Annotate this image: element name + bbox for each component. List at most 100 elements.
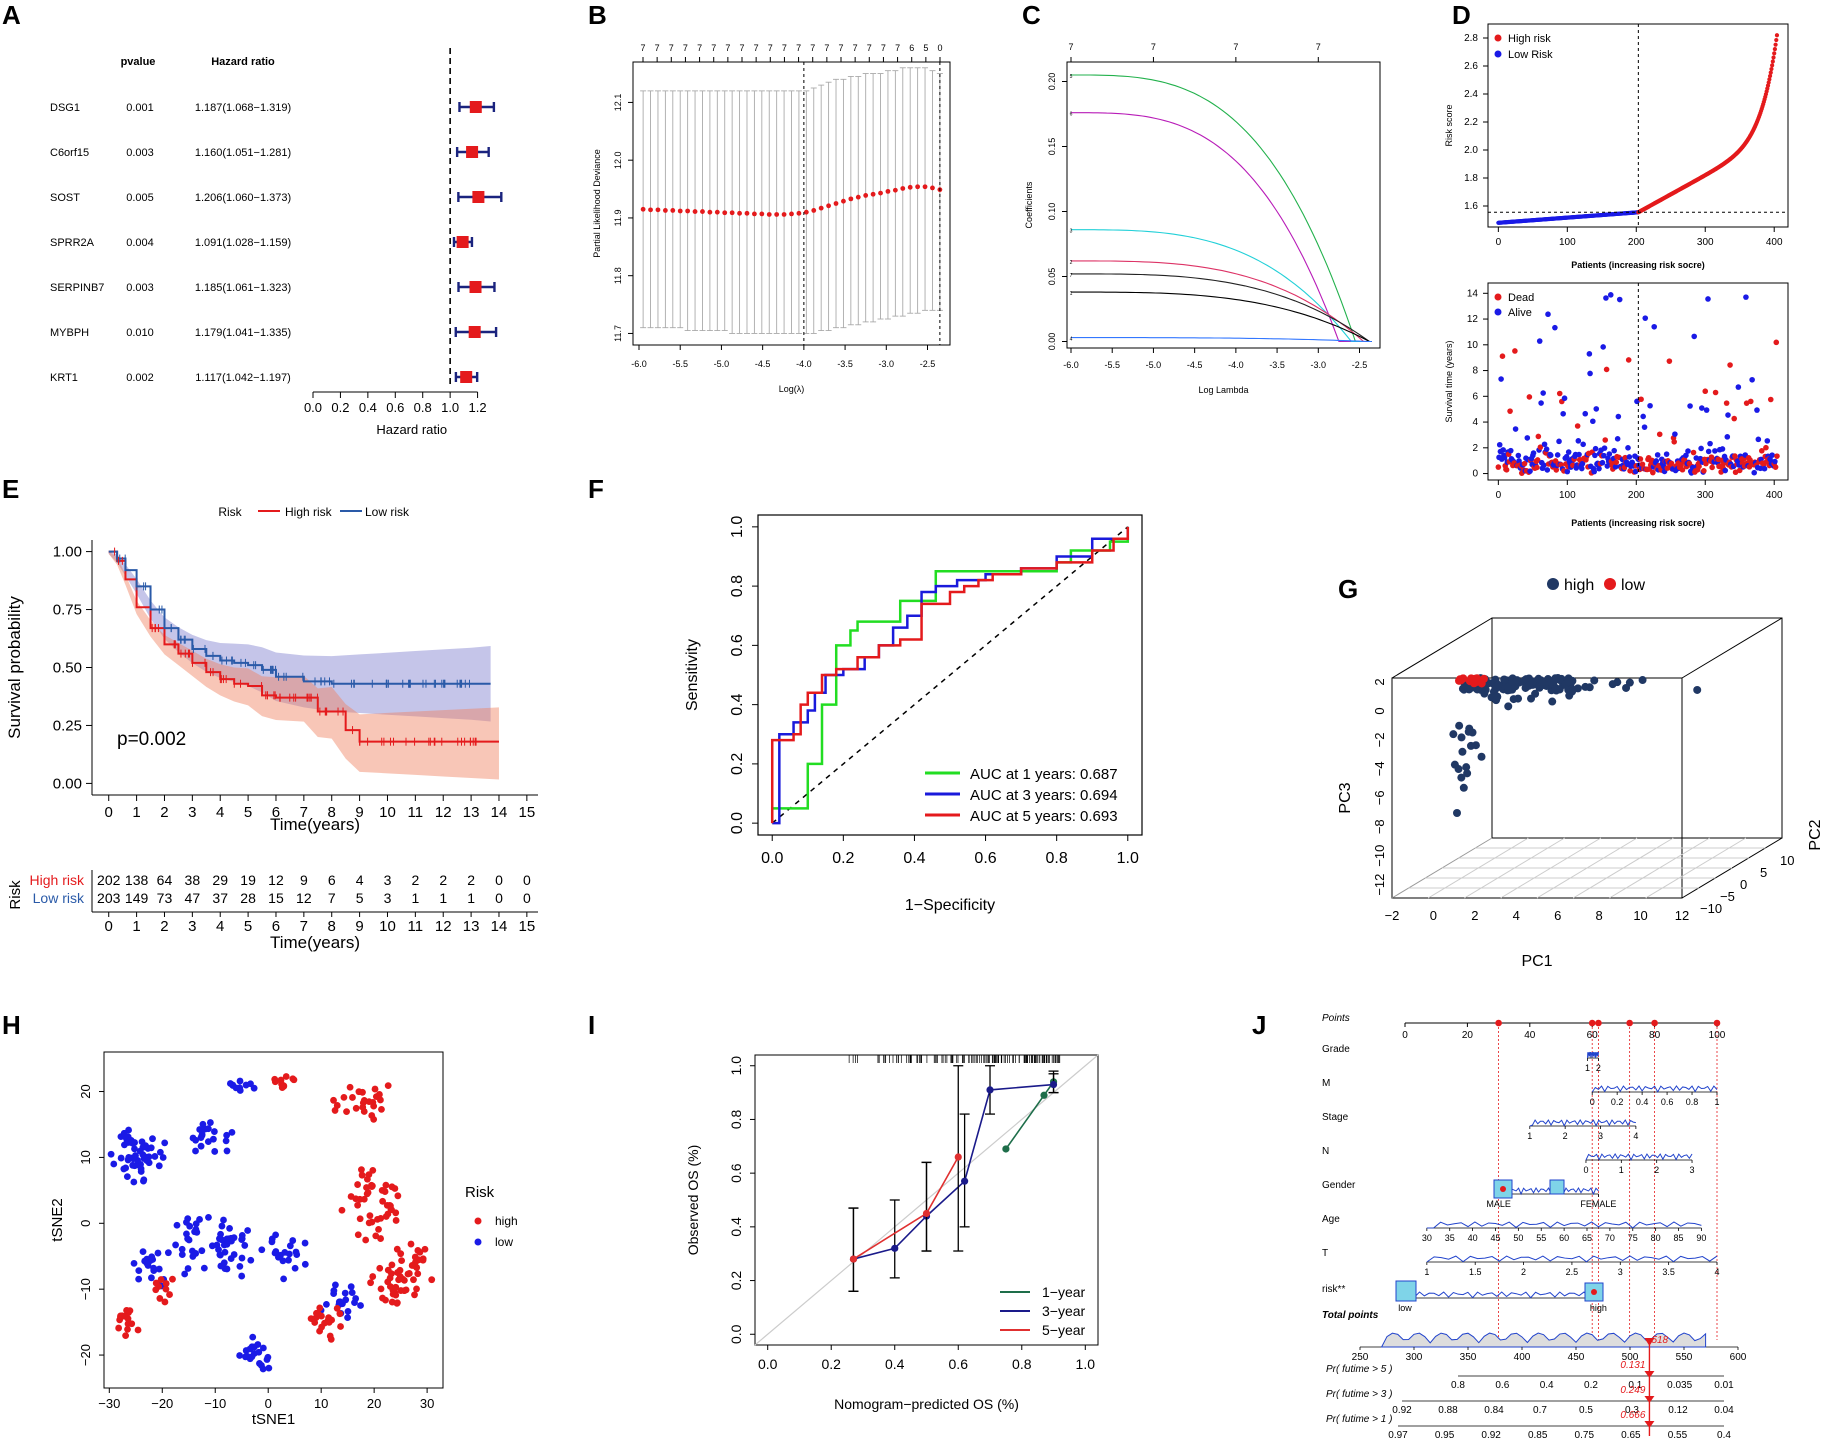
survival-y-tick-label: 10 xyxy=(1467,340,1479,351)
forest-hr-text: 1.179(1.041−1.335) xyxy=(195,327,291,339)
cv-top-tick-label: 7 xyxy=(853,43,858,53)
survival-point xyxy=(1553,467,1560,473)
pca-box-back xyxy=(1491,617,1783,839)
tsne-point-high xyxy=(376,1264,384,1272)
tsne-point-high xyxy=(346,1083,354,1091)
path-top-tick-label: 7 xyxy=(1316,42,1321,52)
nomo-row-tick-label: 0 xyxy=(1583,1165,1588,1175)
roc-legend-label: AUC at 1 years: 0.687 xyxy=(970,766,1118,783)
survival-point xyxy=(1516,458,1522,464)
cv-deviance-point xyxy=(744,210,750,216)
cv-deviance-point xyxy=(700,209,705,214)
survival-point xyxy=(1556,390,1563,397)
forest-pvalue: 0.003 xyxy=(126,147,154,159)
forest-x-tick-label: 0.2 xyxy=(331,400,349,415)
cv-deviance-point xyxy=(803,209,809,215)
nomo-total-tick-label: 400 xyxy=(1514,1352,1531,1363)
tsne-point-low xyxy=(254,1341,262,1348)
nomo-density-curve xyxy=(1587,1051,1599,1059)
nomo-prob-tick-label: 0.4 xyxy=(1540,1380,1554,1391)
nomo-row-tick-label: 2 xyxy=(1654,1165,1659,1175)
nomo-density-curve xyxy=(1426,1221,1702,1229)
risk-score-point xyxy=(1773,42,1778,47)
forest-header-pvalue: pvalue xyxy=(121,56,156,68)
survival-point xyxy=(1696,463,1702,470)
tsne-point-high xyxy=(410,1276,417,1284)
tsne-point-high xyxy=(392,1217,400,1224)
risk-table-count: 203 xyxy=(97,890,121,906)
survival-point xyxy=(1761,465,1768,472)
tsne-point-low xyxy=(347,1283,355,1291)
cv-deviance-point xyxy=(796,210,802,216)
risk-x-tick-label: 400 xyxy=(1766,237,1783,248)
tsne-point-high xyxy=(358,1171,366,1179)
tsne-point-low xyxy=(272,1231,280,1239)
survival-point xyxy=(1556,438,1562,445)
cv-deviance-point xyxy=(900,186,906,191)
tsne-point-low xyxy=(218,1222,226,1230)
survival-point xyxy=(1613,459,1620,466)
survival-point xyxy=(1769,452,1775,458)
cv-deviance-point xyxy=(648,207,653,213)
calib-point xyxy=(1002,1145,1010,1153)
pca-point-high xyxy=(1500,675,1509,684)
survival-y-label: Survival time (years) xyxy=(1444,340,1454,422)
forest-hr-text: 1.091(1.028−1.159) xyxy=(195,237,291,249)
tsne-point-low xyxy=(184,1265,192,1272)
cv-top-tick-label: 7 xyxy=(768,43,773,53)
forest-header-hr: Hazard ratio xyxy=(211,56,275,68)
tsne-point-high xyxy=(166,1291,173,1298)
forest-pvalue: 0.010 xyxy=(126,327,154,339)
nomo-prob-tick-label: 0.04 xyxy=(1714,1405,1734,1416)
path-y-tick-label: 0.00 xyxy=(1047,333,1057,351)
tsne-y-tick-label: −10 xyxy=(78,1278,93,1300)
survival-x-tick-label: 200 xyxy=(1628,490,1645,501)
km-x-tick-label: 6 xyxy=(272,804,280,821)
tsne-point-low xyxy=(265,1364,273,1372)
survival-point xyxy=(1758,448,1765,454)
tsne-point-low xyxy=(137,1168,145,1175)
pca-floor-grid xyxy=(1427,837,1529,899)
calib-legend-label: 3−year xyxy=(1042,1303,1086,1319)
cv-top-tick-label: 7 xyxy=(824,43,829,53)
tsne-point-high xyxy=(115,1324,123,1332)
tsne-point-low xyxy=(204,1138,212,1146)
nomo-row-label: risk** xyxy=(1322,1284,1345,1295)
path-x-tick-label: -4.0 xyxy=(1228,360,1244,370)
tsne-point-low xyxy=(155,1265,163,1273)
calib-y-tick-label: 0.4 xyxy=(728,1217,744,1237)
nomo-total-value: 518 xyxy=(1651,1335,1668,1346)
pca-floor-grid xyxy=(1464,837,1565,899)
tsne-point-high xyxy=(307,1315,315,1323)
tsne-point-low xyxy=(301,1260,309,1268)
forest-pvalue: 0.001 xyxy=(126,102,154,114)
cv-top-tick-label: 7 xyxy=(655,43,660,53)
calib-y-tick-label: 0.8 xyxy=(728,1110,744,1130)
nomo-row-label: Stage xyxy=(1322,1112,1349,1123)
tsne-point-high xyxy=(365,1098,373,1106)
pca-z-tick-label: 0 xyxy=(1740,877,1747,892)
nomo-total-tick-label: 500 xyxy=(1622,1352,1639,1363)
risk-table-count: 5 xyxy=(356,890,364,906)
tsne-point-low xyxy=(220,1216,227,1224)
tsne-point-high xyxy=(389,1286,397,1294)
tsne-point-low xyxy=(161,1139,169,1147)
tsne-point-low xyxy=(222,1137,230,1145)
path-x-tick-label: -3.0 xyxy=(1311,360,1327,370)
cv-deviance-point xyxy=(826,203,831,209)
tsne-point-high xyxy=(377,1285,385,1293)
survival-point xyxy=(1705,296,1711,302)
cv-deviance-point xyxy=(789,211,794,217)
tsne-point-low xyxy=(192,1147,199,1155)
tsne-point-low xyxy=(164,1249,172,1257)
pca-legend-high: high xyxy=(1564,577,1594,594)
calib-point xyxy=(954,1153,962,1161)
nomo-row-tick-label: 2 xyxy=(1563,1131,1568,1141)
pca-point-high xyxy=(1459,783,1468,792)
nomo-risk-point xyxy=(1591,1289,1597,1295)
cv-deviance-point xyxy=(722,210,728,216)
risk-table-x-tick-label: 0 xyxy=(105,918,113,935)
pca-x-tick-label: −2 xyxy=(1385,908,1400,923)
tsne-point-high xyxy=(157,1276,165,1283)
survival-point xyxy=(1698,445,1704,452)
